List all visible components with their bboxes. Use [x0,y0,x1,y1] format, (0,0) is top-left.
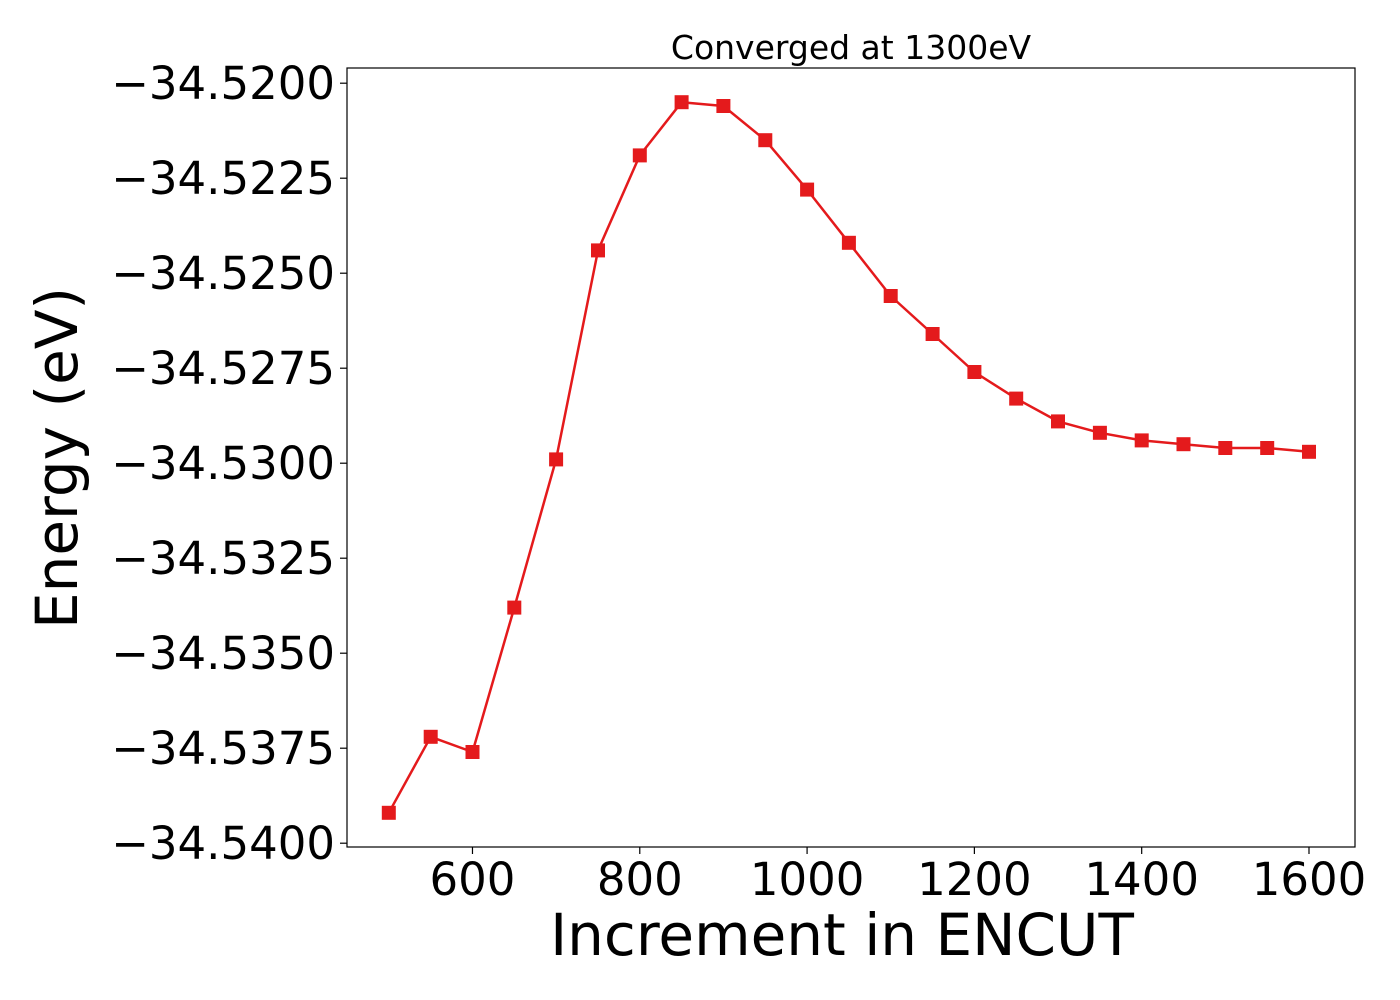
y-tick-label: −34.5300 [111,437,335,490]
data-point [1176,437,1191,452]
data-point [549,452,564,467]
y-tick-label: −34.5250 [111,247,335,300]
y-tick-label: −34.5350 [111,627,335,680]
data-point [1302,444,1316,459]
data-point [674,95,689,110]
data-point [381,805,396,820]
data-point [1260,441,1275,455]
x-tick-label: 1600 [1252,853,1367,906]
x-tick-label: 1400 [1084,853,1199,906]
data-point [967,365,982,379]
x-tick-label: 1200 [917,853,1032,906]
data-point [423,729,438,744]
data-point [883,289,898,303]
data-point [1218,441,1233,455]
plot-frame [346,67,1356,848]
y-tick-label: −34.5275 [111,342,335,395]
data-point [1092,425,1107,440]
x-axis-label: Increment in ENCUT [550,901,1134,969]
x-tick-label: 1000 [750,853,865,906]
y-tick-label: −34.5400 [111,817,335,870]
y-axis-label: Energy (eV) [23,287,91,629]
x-tick-label: 800 [597,853,683,906]
series-layer [381,95,1316,820]
plot-area [347,68,1355,847]
data-point [716,99,731,113]
data-point [800,182,815,197]
y-tick-label: −34.5200 [111,57,335,110]
y-tick-label: −34.5225 [111,152,335,205]
y-tick-label: −34.5325 [111,532,335,585]
data-point [925,327,940,341]
data-point [758,133,773,148]
data-point [1134,433,1149,448]
data-point [465,745,480,759]
data-point [1051,414,1065,429]
data-point [591,243,605,258]
data-point [1009,391,1024,406]
chart-title: Converged at 1300eV [671,28,1032,67]
data-point [841,235,856,250]
y-tick-label: −34.5375 [111,722,335,775]
data-point [507,600,522,615]
data-point [632,148,647,163]
x-tick-label: 600 [430,853,516,906]
x-axis-ticks: 600 800 1000 1200 1400 1600 [430,847,1367,906]
y-axis-ticks: −34.5200 −34.5225 −34.5250 −34.5275 −34.5300… [111,57,347,870]
